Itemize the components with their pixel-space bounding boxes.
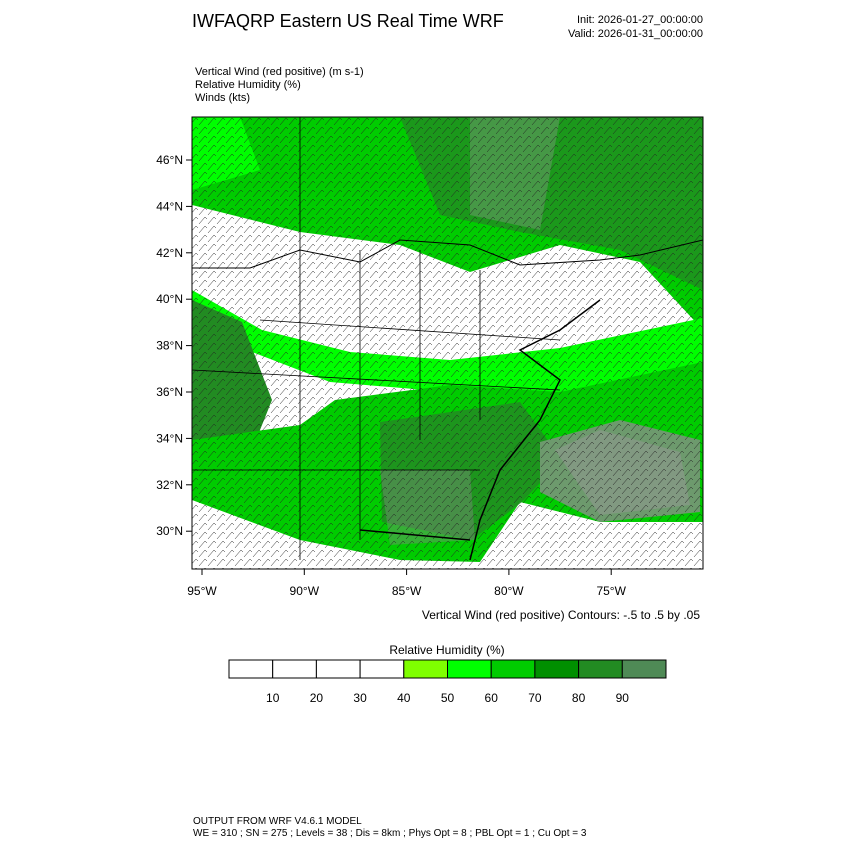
lon-tick-label: 75°W — [596, 584, 626, 598]
colorbar-box — [272, 659, 317, 679]
lat-tick-label: 32°N — [156, 478, 183, 492]
colorbar-box — [534, 659, 580, 679]
field-label: Relative Humidity (%) — [195, 79, 301, 91]
colorbar-label: 90 — [616, 691, 630, 705]
colorbar-box — [621, 659, 667, 679]
footer-line: WE = 310 ; SN = 275 ; Levels = 38 ; Dis … — [193, 828, 587, 839]
lat-tick-label: 42°N — [156, 246, 183, 260]
lat-tick-label: 36°N — [156, 385, 183, 399]
lon-tick-label: 90°W — [290, 584, 320, 598]
contour-note: Vertical Wind (red positive) Contours: -… — [422, 608, 700, 622]
colorbar-box — [447, 659, 492, 679]
colorbar-box — [228, 659, 274, 679]
map-ticks: 46°N 44°N 42°N 40°N 38°N 36°N 34°N 32°N 30°N 95°W… — [156, 153, 626, 598]
colorbar-box — [403, 659, 448, 679]
colorbar-title: Relative Humidity (%) — [389, 643, 504, 657]
footer-line: OUTPUT FROM WRF V4.6.1 MODEL — [193, 816, 362, 827]
colorbar-label: 40 — [397, 691, 411, 705]
colorbar-box — [490, 659, 536, 679]
lat-tick-label: 38°N — [156, 339, 183, 353]
colorbar-label: 80 — [572, 691, 586, 705]
valid-time: Valid: 2026-01-31_00:00:00 — [568, 28, 703, 40]
lat-tick-label: 34°N — [156, 431, 183, 445]
colorbar-label: 60 — [485, 691, 499, 705]
colorbar-box — [578, 659, 623, 679]
lon-tick-label: 80°W — [494, 584, 524, 598]
lat-tick-label: 30°N — [156, 524, 183, 538]
lat-tick-label: 46°N — [156, 153, 183, 167]
lat-tick-label: 40°N — [156, 292, 183, 306]
field-label: Vertical Wind (red positive) (m s-1) — [195, 66, 364, 78]
lon-tick-label: 85°W — [392, 584, 422, 598]
colorbar-label: 10 — [266, 691, 280, 705]
map-field — [192, 117, 703, 569]
colorbar-box — [315, 659, 361, 679]
colorbar-label: 70 — [528, 691, 542, 705]
colorbar-label: 50 — [441, 691, 455, 705]
init-time: Init: 2026-01-27_00:00:00 — [577, 14, 703, 26]
title: IWFAQRP Eastern US Real Time WRF — [192, 11, 504, 31]
lon-tick-label: 95°W — [187, 584, 217, 598]
colorbar: 10 20 30 40 50 60 70 80 90 — [228, 659, 667, 705]
map-frame — [191, 116, 704, 570]
colorbar-label: 20 — [310, 691, 324, 705]
lat-tick-label: 44°N — [156, 199, 183, 213]
colorbar-box — [359, 659, 405, 679]
colorbar-label: 30 — [353, 691, 367, 705]
field-label: Winds (kts) — [195, 92, 250, 104]
